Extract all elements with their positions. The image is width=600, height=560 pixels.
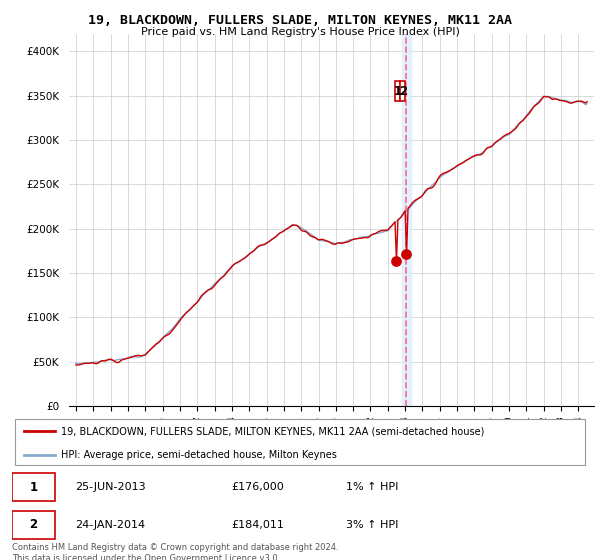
FancyBboxPatch shape bbox=[395, 82, 400, 101]
Text: 24-JAN-2014: 24-JAN-2014 bbox=[76, 520, 145, 530]
Text: 1: 1 bbox=[394, 85, 402, 98]
Text: HPI: Average price, semi-detached house, Milton Keynes: HPI: Average price, semi-detached house,… bbox=[61, 450, 337, 460]
Point bbox=[391, 257, 401, 266]
Text: 19, BLACKDOWN, FULLERS SLADE, MILTON KEYNES, MK11 2AA: 19, BLACKDOWN, FULLERS SLADE, MILTON KEY… bbox=[88, 14, 512, 27]
Text: 19, BLACKDOWN, FULLERS SLADE, MILTON KEYNES, MK11 2AA (semi-detached house): 19, BLACKDOWN, FULLERS SLADE, MILTON KEY… bbox=[61, 426, 484, 436]
FancyBboxPatch shape bbox=[12, 511, 55, 539]
Text: 2: 2 bbox=[399, 85, 407, 98]
FancyBboxPatch shape bbox=[15, 419, 585, 465]
Text: 2: 2 bbox=[29, 519, 37, 531]
Text: 25-JUN-2013: 25-JUN-2013 bbox=[76, 482, 146, 492]
Text: £176,000: £176,000 bbox=[231, 482, 284, 492]
Text: Contains HM Land Registry data © Crown copyright and database right 2024.
This d: Contains HM Land Registry data © Crown c… bbox=[12, 543, 338, 560]
Bar bbox=[402, 34, 410, 406]
Text: 1% ↑ HPI: 1% ↑ HPI bbox=[346, 482, 398, 492]
Text: 3% ↑ HPI: 3% ↑ HPI bbox=[346, 520, 398, 530]
FancyBboxPatch shape bbox=[400, 82, 406, 101]
FancyBboxPatch shape bbox=[12, 473, 55, 501]
Text: Price paid vs. HM Land Registry's House Price Index (HPI): Price paid vs. HM Land Registry's House … bbox=[140, 27, 460, 37]
Text: 1: 1 bbox=[29, 480, 37, 494]
Point bbox=[401, 250, 411, 259]
Text: £184,011: £184,011 bbox=[231, 520, 284, 530]
